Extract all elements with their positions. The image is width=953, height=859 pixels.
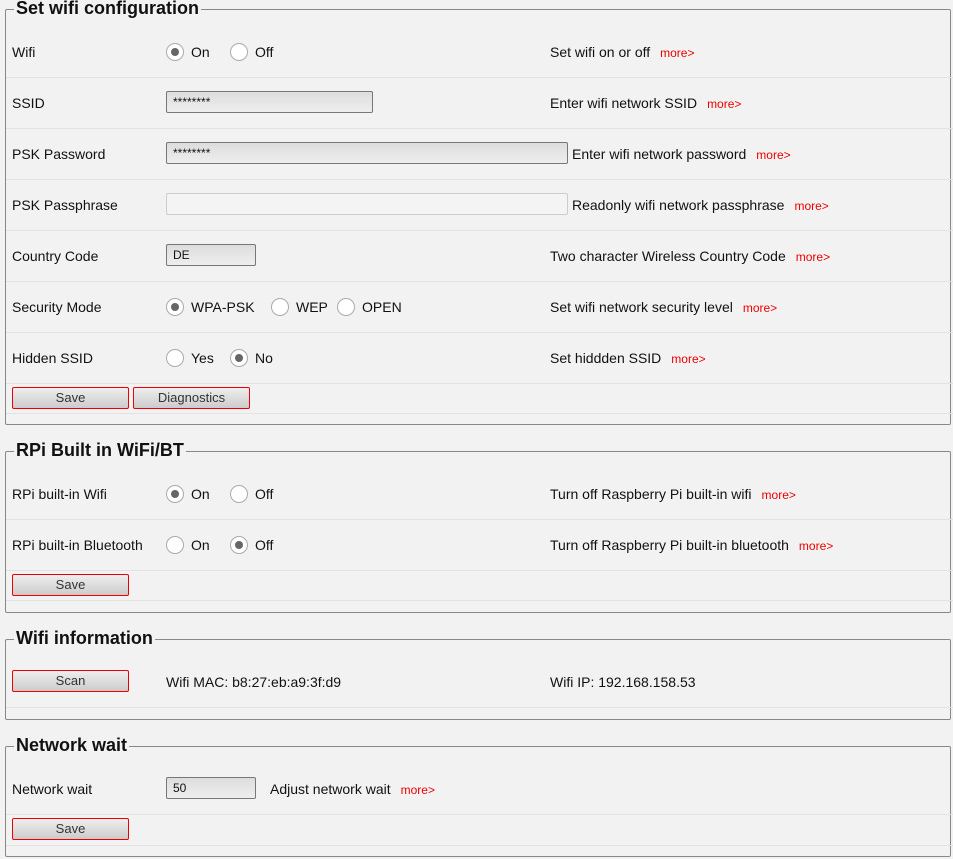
more-link[interactable]: more> xyxy=(761,488,796,502)
hidden-desc: Set hiddden SSID more> xyxy=(550,350,706,366)
section-title: Wifi information xyxy=(14,628,155,649)
scan-button[interactable]: Scan xyxy=(12,670,129,692)
wifi-label: Wifi xyxy=(12,44,36,60)
rpi-wifi-on-radio[interactable] xyxy=(166,485,184,503)
rpi-wifi-off-radio[interactable] xyxy=(230,485,248,503)
radio-label: On xyxy=(191,486,210,502)
wifi-config-fieldset: Set wifi configuration xyxy=(5,0,951,425)
more-link[interactable]: more> xyxy=(707,97,742,111)
diagnostics-button[interactable]: Diagnostics xyxy=(133,387,250,409)
radio-label: Yes xyxy=(191,350,214,366)
radio-label: OPEN xyxy=(362,299,402,315)
wifi-desc: Set wifi on or off more> xyxy=(550,44,695,60)
more-link[interactable]: more> xyxy=(756,148,791,162)
save-button[interactable]: Save xyxy=(12,387,129,409)
more-link[interactable]: more> xyxy=(660,46,695,60)
wifi-off-radio[interactable] xyxy=(230,43,248,61)
psk-password-desc: Enter wifi network password more> xyxy=(572,146,791,162)
rpi-bt-label: RPi built-in Bluetooth xyxy=(12,537,143,553)
psk-password-input[interactable]: ******** xyxy=(166,142,568,164)
security-open-radio[interactable] xyxy=(337,298,355,316)
hidden-yes-radio[interactable] xyxy=(166,349,184,367)
country-desc: Two character Wireless Country Code more> xyxy=(550,248,831,264)
radio-label: Off xyxy=(255,44,274,60)
wifi-ip: Wifi IP: 192.168.158.53 xyxy=(550,674,696,690)
rpi-wifi-label: RPi built-in Wifi xyxy=(12,486,107,502)
ssid-label: SSID xyxy=(12,95,45,111)
wifi-info-fieldset: Wifi information xyxy=(5,628,951,720)
more-link[interactable]: more> xyxy=(795,250,831,264)
section-title: RPi Built in WiFi/BT xyxy=(14,440,186,461)
rpi-bt-on-radio[interactable] xyxy=(166,536,184,554)
hidden-label: Hidden SSID xyxy=(12,350,93,366)
network-wait-input[interactable]: 50 xyxy=(166,777,256,799)
country-label: Country Code xyxy=(12,248,99,264)
security-label: Security Mode xyxy=(12,299,102,315)
network-wait-save-button[interactable]: Save xyxy=(12,818,129,840)
network-wait-label: Network wait xyxy=(12,781,93,797)
psk-passphrase-desc: Readonly wifi network passphrase more> xyxy=(572,197,829,213)
section-title: Network wait xyxy=(14,735,130,756)
more-link[interactable]: more> xyxy=(798,539,834,553)
more-link[interactable]: more> xyxy=(742,301,778,315)
ssid-desc: Enter wifi network SSID more> xyxy=(550,95,742,111)
rpi-wifi-desc: Turn off Raspberry Pi built-in wifi more> xyxy=(550,486,796,502)
more-link[interactable]: more> xyxy=(400,783,435,797)
security-wpa-radio[interactable] xyxy=(166,298,184,316)
radio-label: No xyxy=(255,350,273,366)
network-wait-fieldset: Network wait xyxy=(5,735,951,857)
psk-password-label: PSK Password xyxy=(12,146,106,162)
radio-label: WEP xyxy=(296,299,328,315)
radio-label: Off xyxy=(255,537,274,553)
psk-passphrase-input[interactable] xyxy=(166,193,568,215)
wifi-mac: Wifi MAC: b8:27:eb:a9:3f:d9 xyxy=(166,674,342,690)
security-wep-radio[interactable] xyxy=(271,298,289,316)
network-wait-desc: Adjust network wait more> xyxy=(270,781,435,797)
rpi-bt-desc: Turn off Raspberry Pi built-in bluetooth… xyxy=(550,537,834,553)
psk-passphrase-label: PSK Passphrase xyxy=(12,197,118,213)
rpi-bt-off-radio[interactable] xyxy=(230,536,248,554)
radio-label: On xyxy=(191,44,210,60)
rpi-save-button[interactable]: Save xyxy=(12,574,129,596)
radio-label: WPA-PSK xyxy=(191,299,255,315)
wifi-on-radio[interactable] xyxy=(166,43,184,61)
security-desc: Set wifi network security level more> xyxy=(550,299,778,315)
radio-label: Off xyxy=(255,486,274,502)
ssid-input[interactable]: ******** xyxy=(166,91,373,113)
radio-label: On xyxy=(191,537,210,553)
more-link[interactable]: more> xyxy=(794,199,829,213)
hidden-no-radio[interactable] xyxy=(230,349,248,367)
country-input[interactable]: DE xyxy=(166,244,256,266)
rpi-fieldset: RPi Built in WiFi/BT xyxy=(5,440,951,613)
section-title: Set wifi configuration xyxy=(14,0,201,19)
more-link[interactable]: more> xyxy=(671,352,706,366)
